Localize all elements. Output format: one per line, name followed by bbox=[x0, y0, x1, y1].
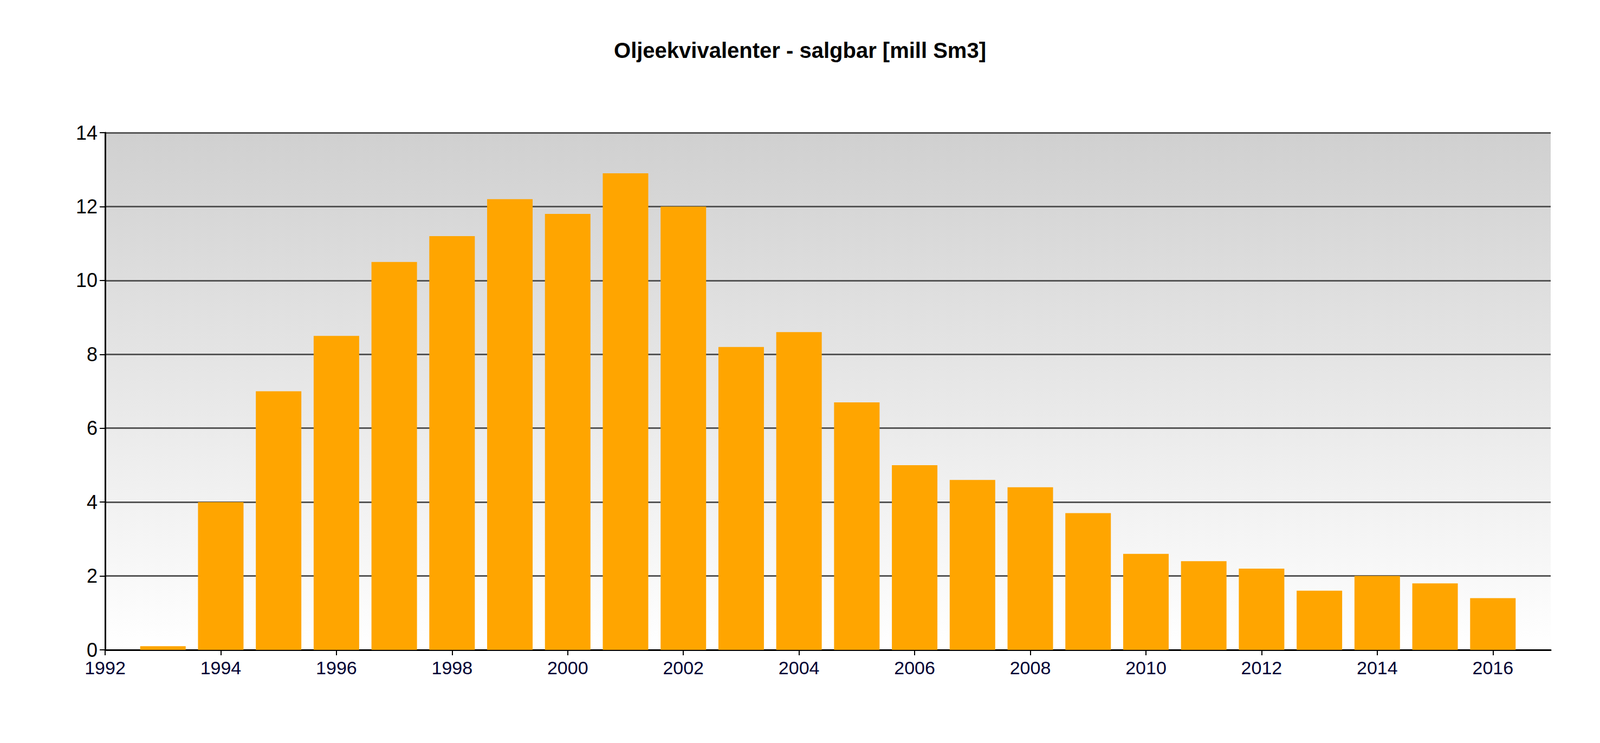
svg-text:10: 10 bbox=[75, 269, 98, 292]
svg-text:2006: 2006 bbox=[894, 657, 936, 679]
svg-text:2010: 2010 bbox=[1125, 657, 1167, 679]
svg-text:1992: 1992 bbox=[84, 657, 126, 679]
svg-text:2014: 2014 bbox=[1356, 657, 1398, 679]
svg-text:12: 12 bbox=[75, 195, 98, 218]
svg-text:4: 4 bbox=[86, 491, 98, 514]
svg-text:1994: 1994 bbox=[200, 657, 242, 679]
svg-text:Oljeekvivalenter - salgbar [mi: Oljeekvivalenter - salgbar [mill Sm3] bbox=[613, 38, 987, 63]
svg-text:8: 8 bbox=[86, 343, 98, 366]
svg-text:1998: 1998 bbox=[431, 657, 473, 679]
svg-text:2016: 2016 bbox=[1472, 657, 1514, 679]
svg-text:2008: 2008 bbox=[1009, 657, 1052, 679]
svg-text:0: 0 bbox=[86, 639, 98, 662]
svg-text:2012: 2012 bbox=[1241, 657, 1283, 679]
svg-text:6: 6 bbox=[86, 417, 98, 440]
svg-text:2004: 2004 bbox=[778, 657, 820, 679]
svg-text:2002: 2002 bbox=[662, 657, 704, 679]
svg-text:2: 2 bbox=[86, 565, 98, 588]
svg-text:1996: 1996 bbox=[315, 657, 358, 679]
svg-text:14: 14 bbox=[75, 121, 98, 145]
svg-text:2000: 2000 bbox=[547, 657, 589, 679]
